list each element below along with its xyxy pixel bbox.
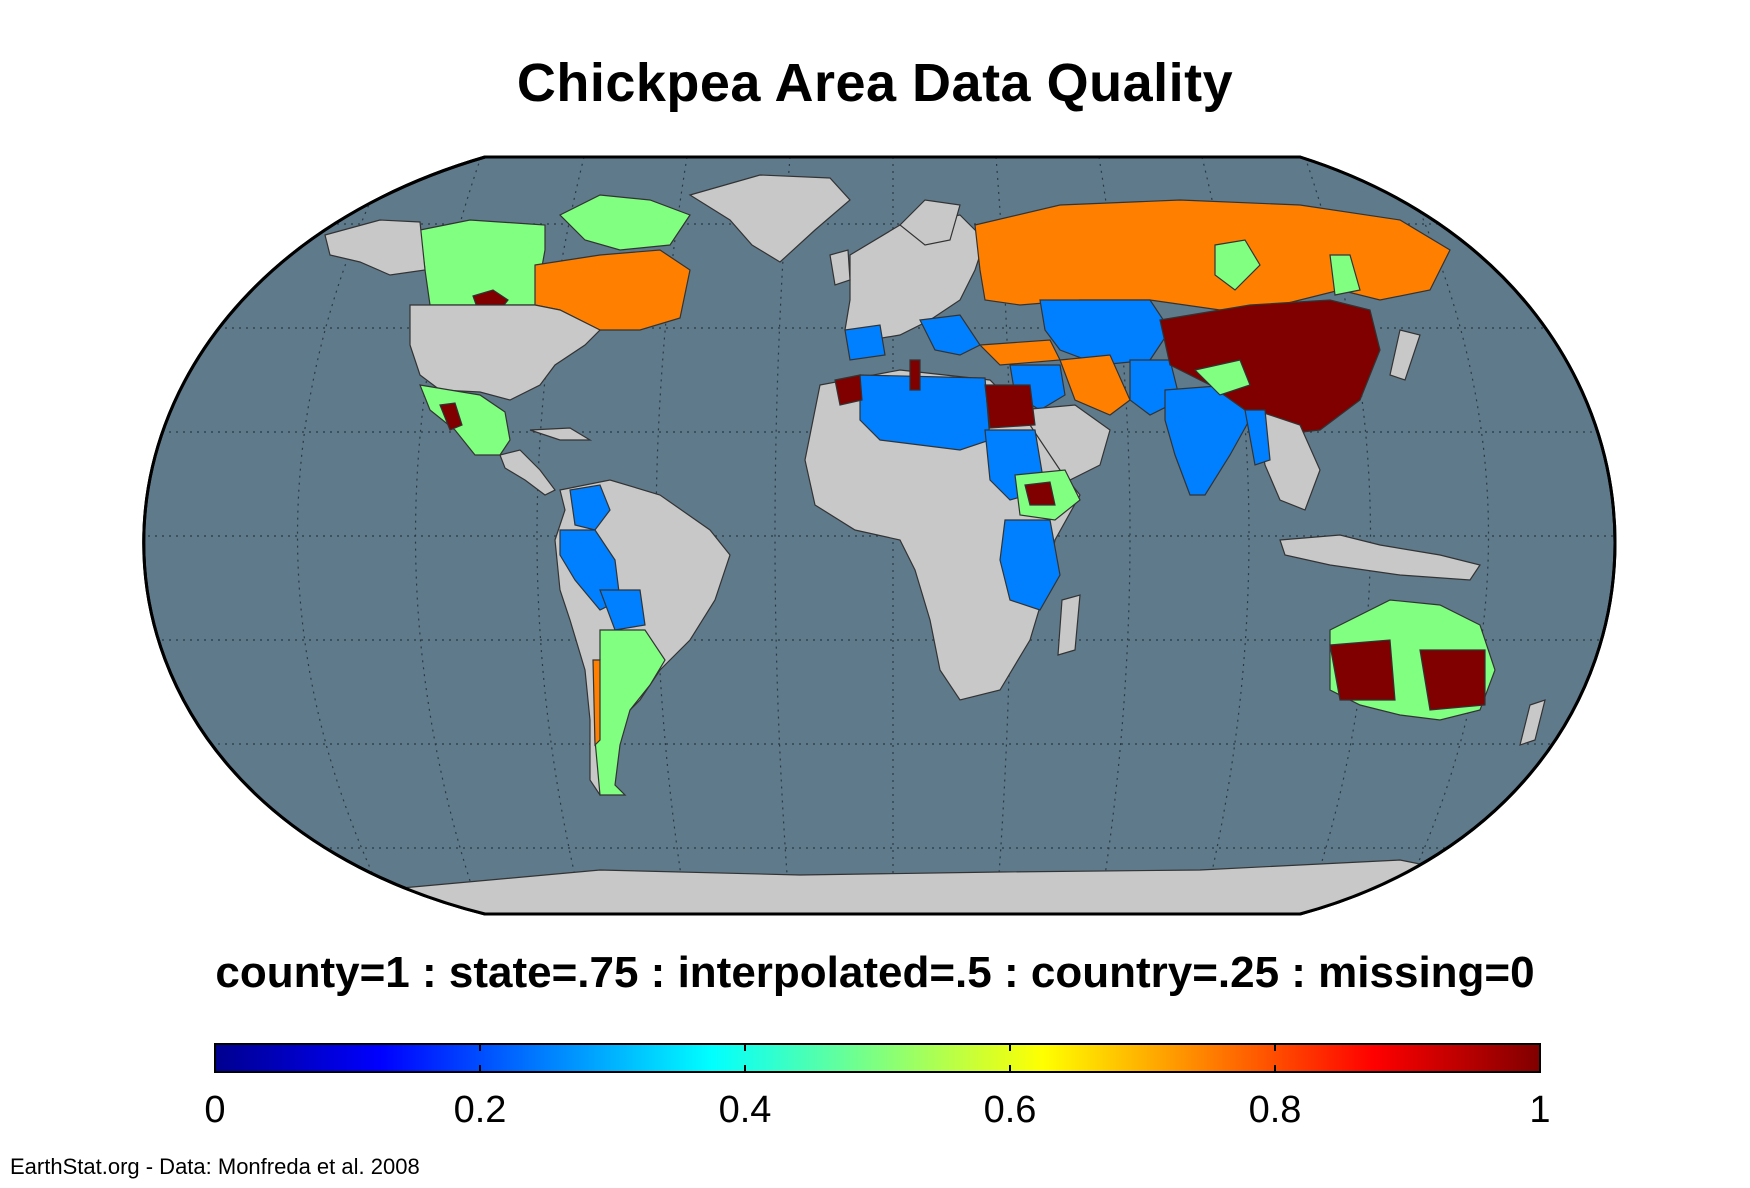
colombia [569,484,611,531]
arctic-islands [558,194,691,251]
australia-west-county [1329,639,1396,701]
uk [829,249,851,286]
colorbar-tick-label: 0 [204,1089,225,1131]
morocco-county [834,374,863,406]
australia-east-county [1419,649,1486,711]
japan [1389,329,1421,381]
usa [409,304,602,401]
colorbar-tick-label: 1 [1529,1089,1550,1131]
russia-interp-1 [1214,239,1261,291]
world-map [142,155,1617,916]
east-africa [999,519,1061,611]
tunisia-county [909,359,921,391]
russia-interp-2 [1329,254,1361,296]
china [1159,299,1381,436]
antarctica [379,859,1451,914]
colorbar-tick-label: 0.2 [454,1089,507,1131]
madagascar [1057,594,1081,656]
footer-credit: EarthStat.org - Data: Monfreda et al. 20… [10,1154,420,1179]
indonesia [1279,534,1481,581]
bolivia [599,589,646,631]
greenland [688,174,851,263]
chile-state [592,659,601,747]
new-zealand [1519,699,1546,746]
mexico-county [439,402,463,431]
land-masses [324,174,1546,914]
myanmar [1244,409,1271,466]
kazakhstan [1039,299,1171,366]
legend-caption: county=1 : state=.75 : interpolated=.5 :… [215,948,1535,997]
colorbar-gradient [214,1043,1541,1073]
scandinavia [899,199,961,246]
italy-greece [919,314,981,356]
colorbar-tick-label: 0.8 [1249,1089,1302,1131]
se-asia [1254,409,1321,511]
cuba [529,427,593,441]
alaska [324,219,426,276]
map-title: Chickpea Area Data Quality [516,53,1234,113]
iran [1059,354,1131,416]
colorbar-tick-label: 0.6 [984,1089,1037,1131]
globe-outline [142,155,1617,916]
colorbar-ticks: 0 0.2 0.4 0.6 0.8 1 [204,1044,1551,1131]
spain [844,324,886,361]
mongolia-interp [1193,359,1251,396]
colorbar-tick-label: 0.4 [719,1089,772,1131]
egypt [984,384,1036,429]
central-america [499,449,556,496]
ethiopia-county [1024,481,1056,506]
